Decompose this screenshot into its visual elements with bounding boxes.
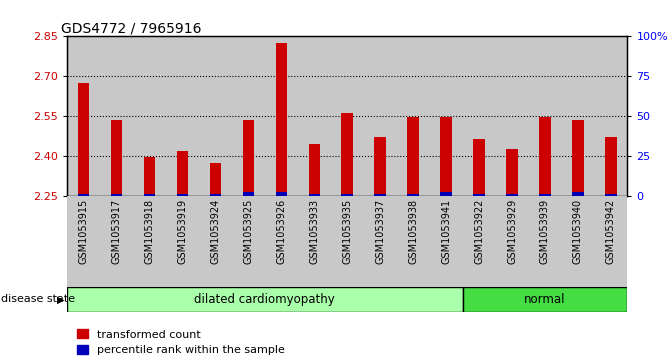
Bar — [199, 36, 232, 196]
Bar — [144, 195, 155, 196]
Bar — [473, 139, 485, 196]
Bar — [407, 195, 419, 196]
Text: GSM1053917: GSM1053917 — [111, 199, 121, 264]
Bar — [342, 195, 353, 196]
Bar — [199, 196, 232, 287]
Bar — [67, 36, 100, 196]
Bar — [440, 118, 452, 196]
Bar — [133, 196, 166, 287]
Text: GSM1053929: GSM1053929 — [507, 199, 517, 264]
Text: normal: normal — [524, 293, 566, 306]
Bar — [276, 43, 287, 196]
Bar — [100, 36, 133, 196]
Text: GSM1053925: GSM1053925 — [244, 199, 254, 264]
Bar — [374, 138, 386, 196]
Text: GSM1053939: GSM1053939 — [540, 199, 550, 264]
Bar — [397, 36, 429, 196]
Bar — [496, 196, 529, 287]
Text: GSM1053924: GSM1053924 — [211, 199, 220, 264]
Bar — [595, 196, 627, 287]
Text: GSM1053937: GSM1053937 — [375, 199, 385, 264]
Bar — [496, 36, 529, 196]
Bar — [342, 114, 353, 196]
Bar — [276, 192, 287, 196]
Bar — [462, 287, 627, 312]
Bar — [331, 36, 364, 196]
Bar — [374, 195, 386, 196]
Bar — [176, 151, 189, 196]
Bar — [562, 36, 595, 196]
Bar — [572, 120, 584, 196]
Text: GSM1053942: GSM1053942 — [606, 199, 616, 264]
Bar — [440, 192, 452, 196]
Bar — [166, 196, 199, 287]
Bar — [562, 196, 595, 287]
Bar — [529, 36, 562, 196]
Bar — [78, 195, 89, 196]
Legend: transformed count, percentile rank within the sample: transformed count, percentile rank withi… — [72, 325, 289, 360]
Bar — [331, 196, 364, 287]
Bar — [209, 195, 221, 196]
Bar — [462, 36, 496, 196]
Bar — [595, 36, 627, 196]
Bar — [111, 195, 122, 196]
Bar — [309, 144, 320, 196]
Bar — [100, 196, 133, 287]
Bar — [232, 36, 265, 196]
Text: disease state: disease state — [1, 294, 75, 305]
Bar — [78, 83, 89, 196]
Bar — [309, 193, 320, 196]
Bar — [111, 120, 122, 196]
Text: dilated cardiomyopathy: dilated cardiomyopathy — [195, 293, 336, 306]
Bar — [539, 195, 551, 196]
Text: ▶: ▶ — [57, 294, 64, 305]
Text: GSM1053926: GSM1053926 — [276, 199, 287, 264]
Text: GSM1053935: GSM1053935 — [342, 199, 352, 264]
Bar — [243, 120, 254, 196]
Bar — [265, 196, 298, 287]
Bar — [539, 118, 551, 196]
Bar — [473, 195, 485, 196]
Bar — [364, 36, 397, 196]
Bar — [605, 195, 617, 196]
Bar — [144, 158, 155, 196]
Text: GSM1053922: GSM1053922 — [474, 199, 484, 264]
Bar — [506, 150, 518, 196]
Bar — [176, 195, 189, 196]
Bar — [133, 36, 166, 196]
Bar — [209, 163, 221, 196]
Bar — [605, 138, 617, 196]
Text: GSM1053919: GSM1053919 — [177, 199, 187, 264]
Bar — [265, 36, 298, 196]
Bar — [397, 196, 429, 287]
Text: GSM1053933: GSM1053933 — [309, 199, 319, 264]
Bar — [243, 192, 254, 196]
Text: GSM1053938: GSM1053938 — [408, 199, 418, 264]
Text: GSM1053918: GSM1053918 — [144, 199, 154, 264]
Bar — [429, 196, 462, 287]
Bar — [462, 196, 496, 287]
Text: GSM1053915: GSM1053915 — [79, 199, 89, 264]
Bar — [67, 196, 100, 287]
Bar — [298, 196, 331, 287]
Bar — [67, 287, 462, 312]
Bar — [572, 192, 584, 196]
Bar — [298, 36, 331, 196]
Bar — [529, 196, 562, 287]
Text: GSM1053940: GSM1053940 — [573, 199, 583, 264]
Bar — [429, 36, 462, 196]
Bar — [232, 196, 265, 287]
Bar — [506, 195, 518, 196]
Text: GDS4772 / 7965916: GDS4772 / 7965916 — [62, 21, 202, 35]
Text: GSM1053941: GSM1053941 — [441, 199, 451, 264]
Bar — [407, 118, 419, 196]
Bar — [364, 196, 397, 287]
Bar — [166, 36, 199, 196]
